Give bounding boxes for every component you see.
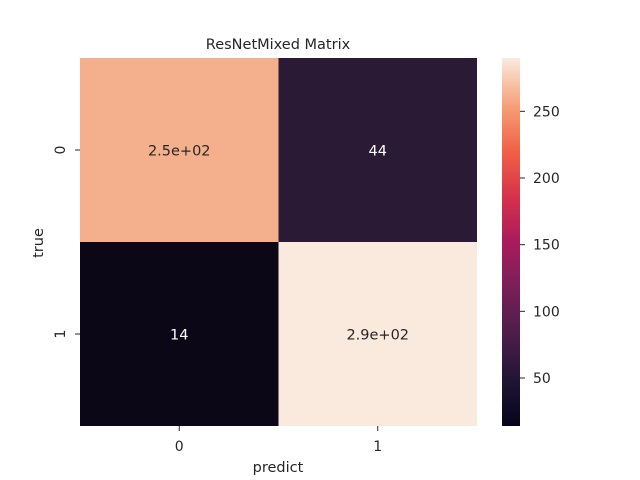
- colorbar-tick-label: 50: [533, 371, 551, 387]
- heatmap-cell-0-0: [80, 58, 279, 242]
- y-axis-label: true: [31, 228, 47, 258]
- colorbar-ticks: 50 100 150 200 250: [520, 104, 560, 387]
- cell-annotations: 2.5e+02 44 14 2.9e+02: [148, 144, 409, 344]
- colorbar-tick-label: 100: [533, 304, 560, 320]
- cell-label-1-0: 14: [170, 328, 188, 344]
- heatmap-cell-1-0: [80, 242, 279, 426]
- cell-label-0-1: 44: [369, 144, 387, 160]
- x-tick-label: 0: [175, 439, 184, 455]
- cell-label-1-1: 2.9e+02: [346, 328, 409, 344]
- cell-label-0-0: 2.5e+02: [148, 144, 211, 160]
- colorbar-tick-label: 200: [533, 171, 560, 187]
- y-tick-label: 1: [53, 330, 69, 339]
- colorbar-tick-label: 150: [533, 238, 560, 254]
- x-axis-label: predict: [253, 460, 304, 476]
- chart-title: ResNetMixed Matrix: [206, 37, 351, 53]
- heatmap-cell-0-1: [278, 58, 477, 242]
- y-tick-label: 0: [53, 146, 69, 155]
- colorbar: [502, 58, 520, 426]
- colorbar-tick-label: 250: [533, 104, 560, 120]
- y-axis-ticks: 01: [53, 146, 80, 339]
- x-tick-label: 1: [373, 439, 382, 455]
- heatmap-cell-1-1: [278, 242, 477, 426]
- heatmap-cells: [80, 58, 477, 426]
